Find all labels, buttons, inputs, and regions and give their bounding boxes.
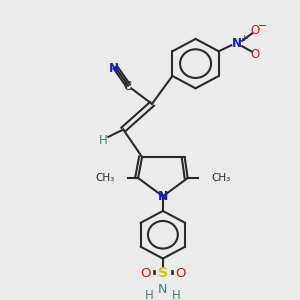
Text: N: N <box>109 62 119 75</box>
Text: O: O <box>250 48 260 61</box>
Text: S: S <box>158 266 168 280</box>
Text: C: C <box>123 80 131 93</box>
Text: O: O <box>140 267 150 280</box>
Text: O: O <box>250 24 260 37</box>
Text: CH₃: CH₃ <box>95 173 114 183</box>
Text: O: O <box>176 267 186 280</box>
Text: +: + <box>240 34 248 43</box>
Text: CH₃: CH₃ <box>212 173 231 183</box>
Bar <box>138 267 152 280</box>
Text: N: N <box>158 190 168 203</box>
Bar <box>174 267 188 280</box>
Text: H: H <box>99 134 108 147</box>
Text: −: − <box>258 21 268 31</box>
Bar <box>156 268 170 279</box>
Text: H: H <box>172 289 181 300</box>
Text: N: N <box>158 283 168 296</box>
Text: H: H <box>145 289 153 300</box>
Text: N: N <box>232 37 242 50</box>
